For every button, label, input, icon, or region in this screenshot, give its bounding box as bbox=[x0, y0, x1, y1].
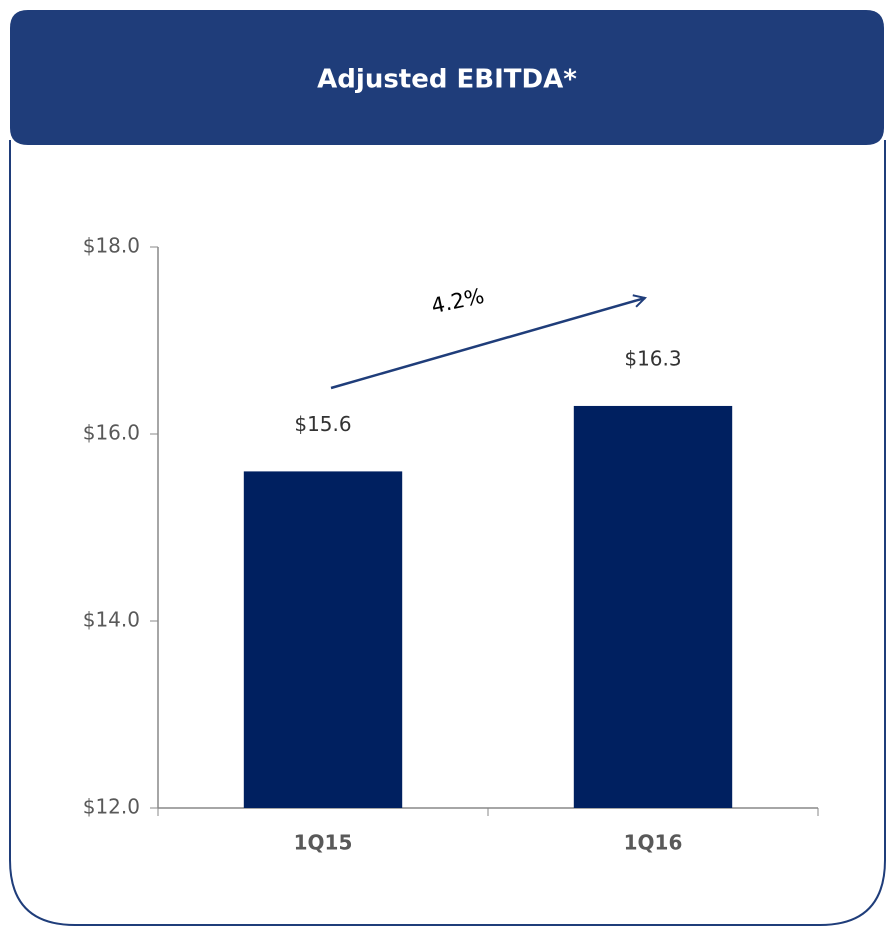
y-tick-label: $14.0 bbox=[83, 608, 140, 632]
growth-arrow bbox=[330, 298, 645, 390]
x-tick-label: 1Q15 bbox=[294, 831, 353, 855]
card-header bbox=[10, 10, 884, 145]
bar bbox=[243, 471, 403, 808]
growth-annotation: 4.2% bbox=[429, 284, 486, 319]
bar bbox=[573, 405, 733, 808]
value-label: $16.3 bbox=[624, 346, 681, 370]
chart-title: Adjusted EBITDA* bbox=[317, 65, 577, 95]
y-tick-label: $12.0 bbox=[83, 795, 140, 819]
value-label: $15.6 bbox=[294, 412, 351, 436]
y-tick-label: $18.0 bbox=[83, 234, 140, 258]
card-border bbox=[9, 140, 886, 926]
x-tick-label: 1Q16 bbox=[624, 831, 683, 855]
y-tick-label: $16.0 bbox=[83, 421, 140, 445]
